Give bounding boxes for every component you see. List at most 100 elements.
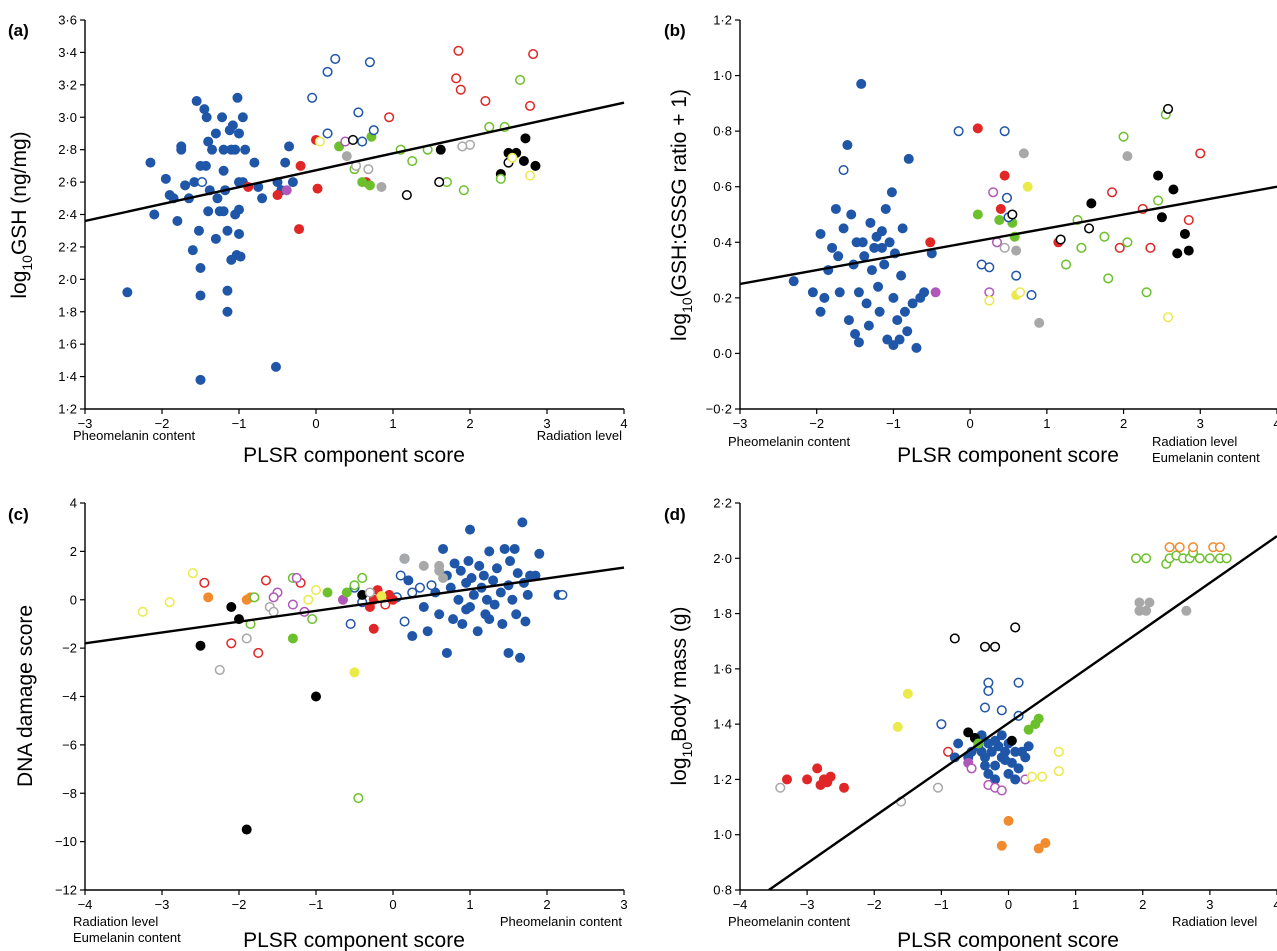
data-point	[879, 259, 890, 270]
y-tick-label: 0·8	[713, 124, 732, 139]
data-point	[932, 782, 944, 793]
data-point	[395, 570, 406, 581]
x-tick-label: 2	[1120, 416, 1127, 431]
data-point	[1007, 209, 1018, 220]
data-point	[833, 251, 844, 262]
data-point	[484, 121, 495, 133]
data-point	[122, 287, 133, 298]
data-point	[353, 107, 364, 118]
data-point	[876, 242, 887, 253]
data-point	[1188, 542, 1199, 553]
panel-label: (a)	[8, 21, 29, 40]
data-point	[453, 594, 464, 605]
data-point	[491, 563, 502, 574]
data-point	[222, 285, 233, 296]
y-axis-title: DNA damage score	[14, 605, 37, 787]
data-point	[195, 374, 206, 385]
data-point	[1172, 248, 1183, 259]
data-point	[1055, 234, 1066, 245]
data-point	[990, 641, 1001, 652]
data-point	[222, 306, 233, 317]
data-point	[468, 589, 479, 600]
data-point	[1114, 242, 1125, 253]
data-point	[1001, 192, 1013, 203]
data-point	[903, 153, 914, 164]
data-point	[353, 793, 364, 804]
x-tick-label: −2	[232, 897, 247, 912]
data-point	[232, 92, 243, 103]
data-point	[896, 270, 907, 281]
data-point	[341, 151, 352, 162]
points	[122, 45, 541, 385]
data-point	[307, 92, 318, 103]
data-point	[495, 587, 506, 598]
data-point	[455, 84, 466, 95]
data-point	[357, 177, 368, 188]
data-point	[230, 144, 241, 155]
data-point	[1026, 290, 1037, 301]
data-point	[1122, 237, 1133, 248]
x-tick-label: 3	[1197, 416, 1204, 431]
data-point	[1107, 187, 1118, 198]
data-point	[897, 223, 908, 234]
x-tick-label: −3	[733, 416, 748, 431]
data-point	[943, 746, 954, 757]
data-point	[195, 262, 206, 273]
data-point	[341, 587, 352, 598]
data-point	[474, 560, 485, 571]
data-point	[534, 548, 545, 559]
y-tick-label: 0	[70, 592, 77, 607]
data-point	[1003, 768, 1014, 779]
x-tick-label: 2	[466, 416, 473, 431]
data-point	[1020, 752, 1031, 763]
data-point	[364, 57, 375, 68]
data-point	[330, 53, 341, 64]
regression-line	[740, 185, 1277, 286]
data-point	[458, 185, 469, 196]
data-point	[422, 626, 433, 637]
data-point	[287, 599, 298, 610]
data-point	[1181, 605, 1192, 616]
data-point	[218, 165, 229, 176]
data-point	[149, 209, 160, 220]
data-point	[495, 173, 506, 184]
data-point	[512, 568, 523, 579]
data-point	[1053, 746, 1064, 757]
y-axis-title: log10GSH (ng/mg)	[8, 131, 35, 298]
y-tick-label: 2	[70, 544, 77, 559]
data-point	[1013, 763, 1024, 774]
data-point	[503, 647, 514, 658]
data-point	[217, 112, 228, 123]
x-tick-label: 1	[1043, 416, 1050, 431]
data-point	[839, 782, 850, 793]
data-point	[226, 602, 237, 613]
data-point	[418, 560, 429, 571]
data-point	[234, 204, 244, 215]
y-tick-label: 0·6	[713, 179, 732, 194]
data-point	[445, 582, 456, 593]
data-point	[311, 691, 321, 702]
data-point	[1084, 223, 1095, 234]
y-tick-label: −6	[62, 737, 77, 752]
data-point	[199, 577, 210, 588]
data-point	[925, 237, 936, 248]
data-point	[1014, 287, 1026, 298]
data-point	[884, 237, 895, 248]
data-point	[515, 652, 526, 663]
y-tick-label: 3·2	[58, 77, 77, 92]
data-point	[907, 298, 918, 309]
data-point	[1030, 719, 1041, 730]
data-point	[892, 315, 903, 326]
data-point	[1076, 242, 1087, 253]
data-point	[842, 140, 853, 151]
data-point	[295, 160, 306, 171]
data-point	[257, 193, 268, 204]
left-end-label: Pheomelanin content	[728, 434, 851, 449]
data-point	[865, 217, 876, 228]
y-tick-label: 2·4	[58, 207, 77, 222]
y-tick-label: 1·4	[58, 369, 77, 384]
data-point	[1003, 815, 1014, 826]
data-point	[1195, 148, 1206, 159]
data-point	[986, 746, 997, 757]
